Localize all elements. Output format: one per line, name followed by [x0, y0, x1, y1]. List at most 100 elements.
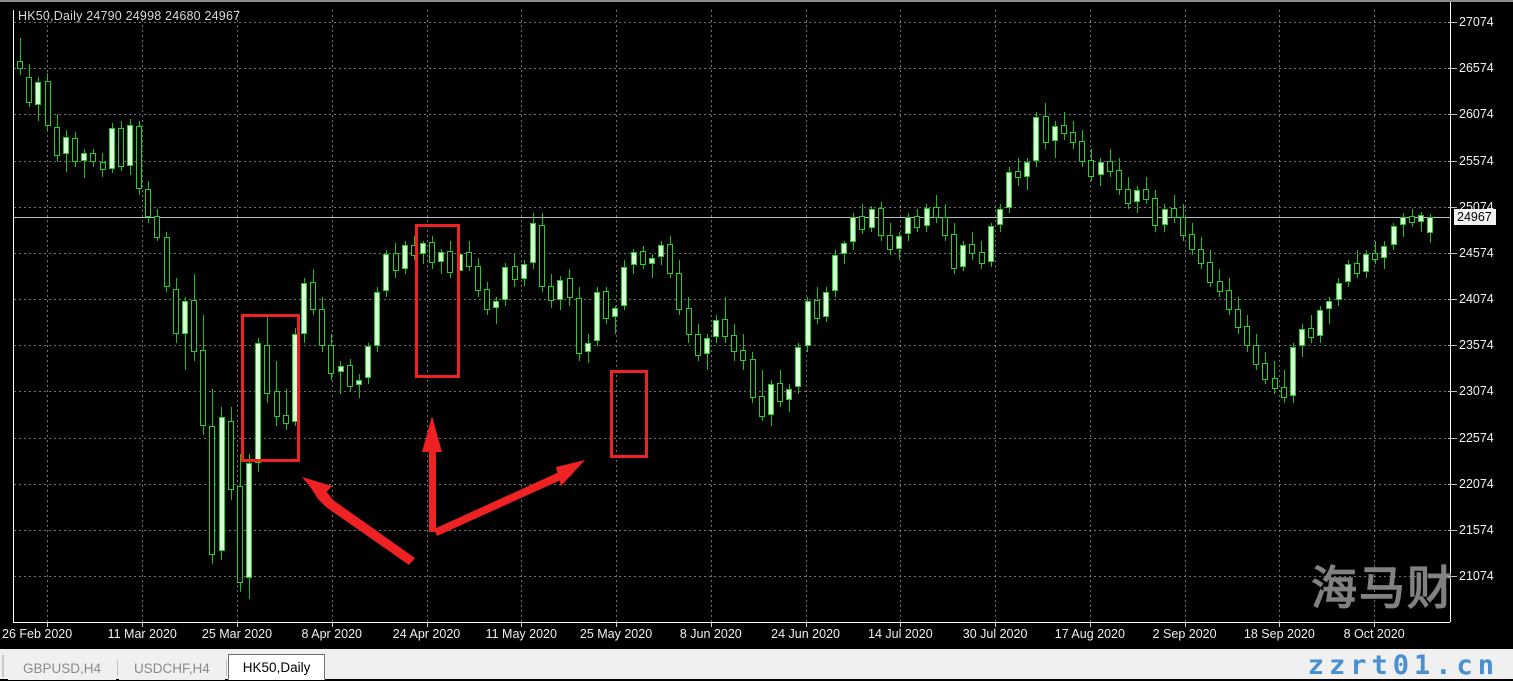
chart-tab-gbpusd[interactable]: GBPUSD,H4 — [8, 656, 117, 680]
candle-body — [1409, 216, 1415, 223]
candle-wick — [1274, 361, 1275, 394]
candle-body — [1262, 363, 1268, 380]
chart-plot-area[interactable] — [14, 10, 1450, 622]
price-tick-label: 21074 — [1448, 569, 1494, 583]
candle-wick — [615, 305, 616, 334]
candle-body — [402, 244, 408, 269]
candle-body — [722, 318, 728, 338]
candle-body — [557, 279, 563, 301]
candle-body — [72, 137, 78, 162]
candle-body — [1381, 245, 1387, 258]
candle-body — [466, 252, 472, 268]
candle-body — [191, 300, 197, 352]
date-tick-label: 11 May 2020 — [485, 627, 557, 641]
chart-window[interactable]: HK50,Daily 24790 24998 24680 24967 27074… — [0, 0, 1513, 650]
candle-body — [338, 365, 344, 373]
candle-body — [475, 266, 481, 292]
candle-body — [1006, 171, 1012, 208]
chart-tab-usdchf[interactable]: USDCHF,H4 — [119, 656, 225, 680]
candle-body — [1207, 262, 1213, 283]
candle-body — [1345, 264, 1351, 282]
date-tick-label: 18 Sep 2020 — [1243, 627, 1315, 641]
grid-line-vertical — [1090, 10, 1091, 622]
candle-body — [1043, 115, 1049, 144]
price-tick-label: 25574 — [1448, 154, 1494, 168]
date-tick-label: 25 Mar 2020 — [201, 627, 273, 641]
price-axis[interactable]: 27074 26574 26074 25574 25074 24574 24074 23574… — [1448, 2, 1513, 622]
price-tick-mark — [1448, 437, 1457, 439]
price-tick-label: 26074 — [1448, 107, 1494, 121]
candle-body — [704, 338, 710, 354]
date-tick-label: 2 Sep 2020 — [1152, 627, 1217, 641]
price-tick-label: 27074 — [1448, 15, 1494, 29]
candle-body — [237, 485, 243, 583]
candle-body — [713, 319, 719, 338]
candle-body — [539, 224, 545, 288]
candle-body — [301, 282, 307, 334]
candle-wick — [496, 296, 497, 325]
candle-body — [118, 127, 124, 168]
candle-body — [1024, 161, 1030, 177]
candle-body — [1336, 282, 1342, 301]
candle-body — [823, 291, 829, 317]
candle-body — [850, 217, 856, 243]
candle-body — [319, 308, 325, 347]
candle-body — [1079, 141, 1085, 162]
chart-tab-bar[interactable]: GBPUSD,H4 USDCHF,H4 HK50,Daily zzrt01.cn — [0, 648, 1513, 681]
candle-body — [264, 344, 270, 394]
candle-body — [219, 416, 225, 551]
date-tick-mark — [1089, 623, 1091, 627]
grid-line-horizontal — [14, 252, 1450, 254]
grid-line-horizontal — [14, 391, 1450, 393]
pattern-box-1 — [241, 314, 300, 462]
date-tick-label: 26 Feb 2020 — [2, 627, 73, 641]
candle-body — [200, 350, 206, 426]
candle-body — [1226, 290, 1232, 311]
candle-body — [631, 252, 637, 266]
candle-body — [548, 285, 554, 302]
candle-body — [1272, 377, 1278, 389]
grid-line-horizontal — [14, 114, 1450, 116]
candle-body — [576, 297, 582, 354]
candle-body — [512, 266, 518, 280]
price-tick-mark — [1448, 299, 1457, 300]
candle-body — [310, 281, 316, 310]
candle-body — [17, 61, 23, 70]
grid-line-horizontal — [14, 160, 1450, 162]
chart-tab-list[interactable]: GBPUSD,H4 USDCHF,H4 HK50,Daily — [8, 652, 326, 680]
candle-body — [676, 272, 682, 310]
candle-body — [969, 243, 975, 255]
candle-body — [283, 414, 289, 424]
price-tick-mark — [1448, 252, 1457, 254]
date-tick-mark — [47, 623, 49, 627]
candle-body — [182, 301, 188, 334]
price-tick-label: 24574 — [1448, 246, 1494, 260]
date-tick-mark — [1184, 623, 1186, 627]
candle-body — [1070, 132, 1076, 144]
date-tick-label: 11 Mar 2020 — [107, 627, 177, 641]
candle-body — [1253, 344, 1259, 365]
candle-body — [447, 251, 453, 273]
date-axis[interactable]: 26 Feb 2020 11 Mar 2020 25 Mar 2020 8 Apr 2… — [0, 623, 1451, 650]
chart-tab-hk50[interactable]: HK50,Daily — [227, 654, 326, 680]
grid-line-vertical — [521, 10, 522, 622]
candle-body — [530, 222, 536, 264]
candle-body — [594, 291, 600, 341]
candle-body — [640, 251, 646, 266]
candle-body — [1235, 308, 1241, 328]
date-tick-label: 25 May 2020 — [579, 627, 653, 641]
candle-body — [1244, 326, 1250, 347]
candle-body — [127, 124, 133, 167]
candle-body — [26, 76, 32, 103]
candle-body — [209, 425, 215, 556]
candle-body — [1427, 216, 1433, 233]
candle-body — [914, 216, 920, 229]
candle-body — [603, 291, 609, 319]
candle-body — [109, 127, 115, 170]
candle-body — [383, 254, 389, 292]
candle-body — [887, 234, 893, 251]
candle-body — [1391, 226, 1397, 245]
candle-body — [585, 342, 591, 352]
candle-body — [905, 217, 911, 234]
candle-body — [63, 136, 69, 155]
